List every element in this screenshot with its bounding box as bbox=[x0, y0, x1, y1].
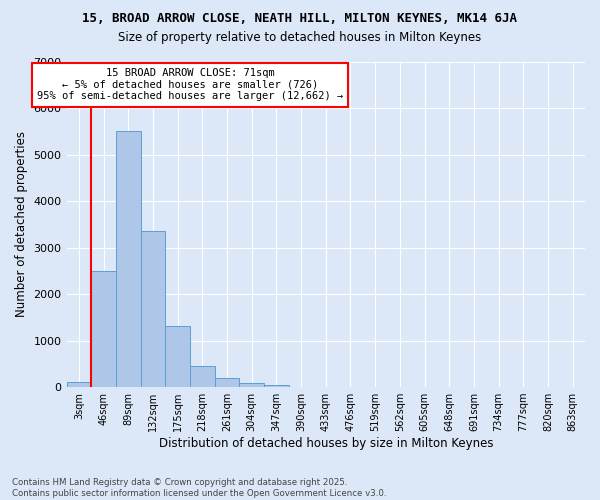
X-axis label: Distribution of detached houses by size in Milton Keynes: Distribution of detached houses by size … bbox=[158, 437, 493, 450]
Bar bbox=[67, 382, 91, 387]
Bar bbox=[264, 386, 289, 387]
Bar bbox=[239, 383, 264, 387]
Bar bbox=[140, 232, 165, 387]
Bar bbox=[165, 326, 190, 387]
Text: Size of property relative to detached houses in Milton Keynes: Size of property relative to detached ho… bbox=[118, 31, 482, 44]
Text: 15 BROAD ARROW CLOSE: 71sqm
← 5% of detached houses are smaller (726)
95% of sem: 15 BROAD ARROW CLOSE: 71sqm ← 5% of deta… bbox=[37, 68, 343, 102]
Bar bbox=[91, 271, 116, 387]
Y-axis label: Number of detached properties: Number of detached properties bbox=[15, 132, 28, 318]
Bar bbox=[116, 132, 140, 387]
Bar bbox=[215, 378, 239, 387]
Bar bbox=[190, 366, 215, 387]
Text: 15, BROAD ARROW CLOSE, NEATH HILL, MILTON KEYNES, MK14 6JA: 15, BROAD ARROW CLOSE, NEATH HILL, MILTO… bbox=[83, 12, 517, 26]
Text: Contains HM Land Registry data © Crown copyright and database right 2025.
Contai: Contains HM Land Registry data © Crown c… bbox=[12, 478, 386, 498]
